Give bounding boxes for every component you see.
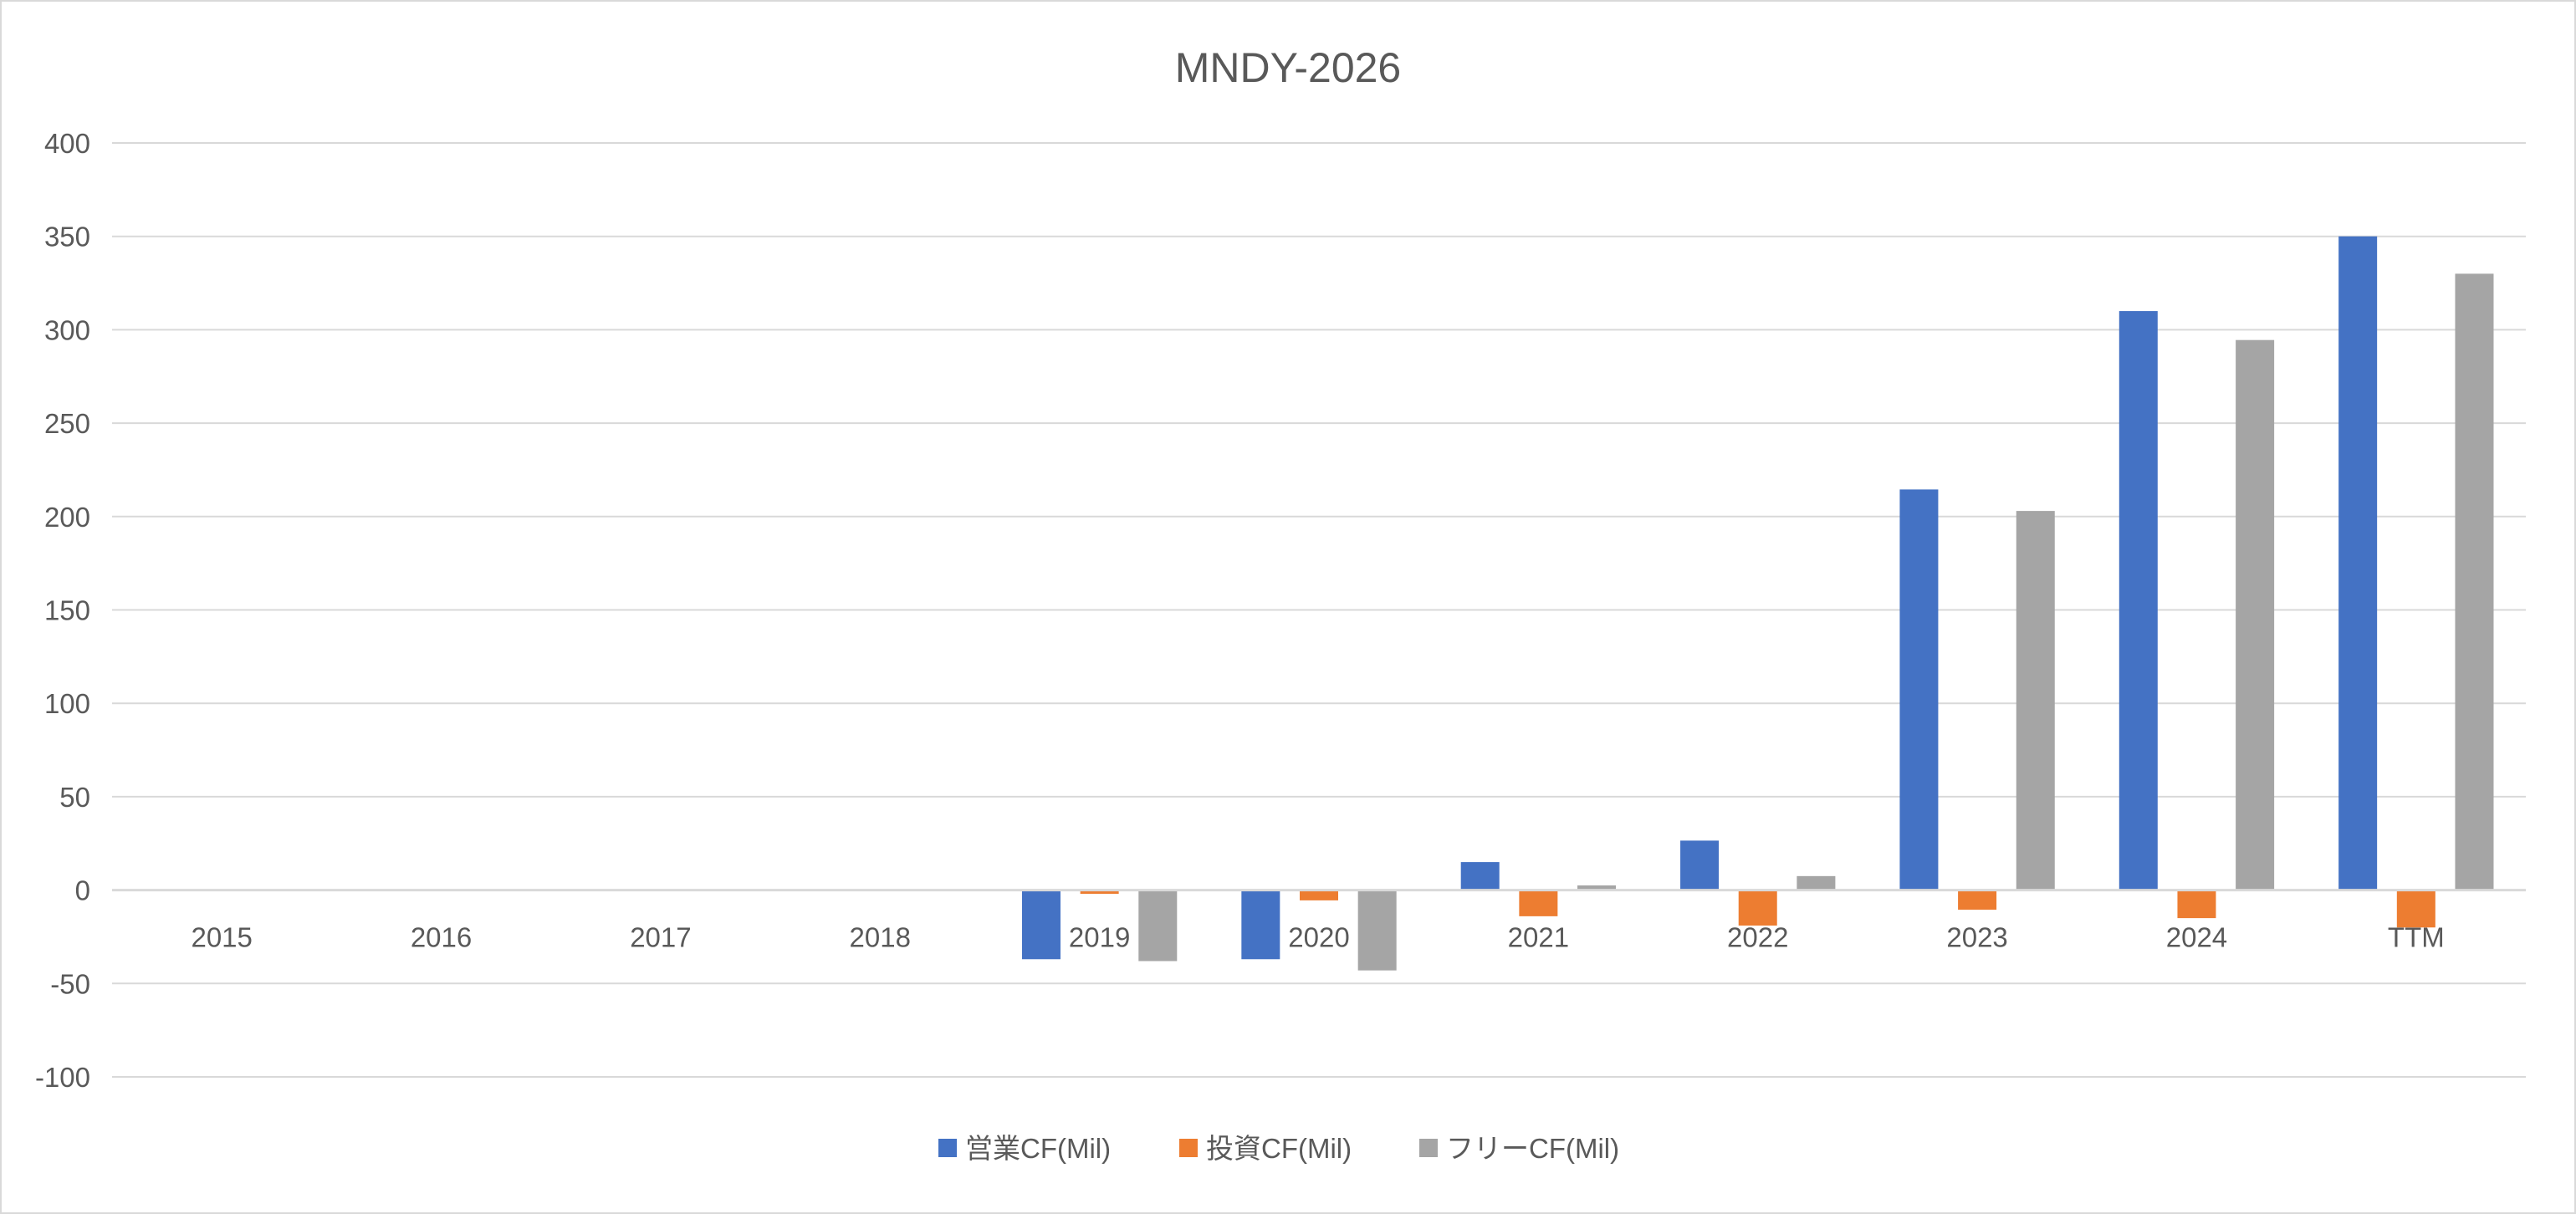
x-tick-label: 2017: [630, 922, 691, 953]
x-tick-label: TTM: [2388, 922, 2445, 953]
bar-1-TTM: [2396, 890, 2435, 928]
bar-2-2021: [1577, 885, 1617, 890]
bar-0-2023: [1899, 489, 1939, 890]
y-tick-label: 150: [44, 595, 90, 626]
bar-0-2021: [1460, 862, 1500, 890]
legend-swatch-0: [938, 1139, 957, 1157]
x-tick-label: 2020: [1288, 922, 1349, 953]
y-tick-label: 350: [44, 222, 90, 252]
bar-0-2020: [1241, 890, 1280, 960]
bar-1-2020: [1300, 890, 1338, 900]
bar-1-2024: [2177, 890, 2216, 919]
bar-2-2023: [2016, 511, 2055, 890]
y-tick-label: 300: [44, 314, 90, 345]
bar-1-2019: [1080, 890, 1119, 895]
bar-0-TTM: [2338, 236, 2378, 890]
x-tick-label: 2022: [1727, 922, 1788, 953]
chart-title: MNDY-2026: [1175, 44, 1402, 91]
x-tick-label: 2018: [850, 922, 911, 953]
y-tick-label: 250: [44, 408, 90, 439]
bar-2-2019: [1138, 890, 1178, 962]
legend-swatch-1: [1179, 1139, 1198, 1157]
legend: 営業CF(Mil) 投資CF(Mil) フリーCF(Mil): [938, 1133, 1619, 1164]
y-tick-label: -50: [50, 968, 90, 999]
y-tick-label: -100: [35, 1062, 90, 1093]
legend-label-1: 投資CF(Mil): [1206, 1133, 1352, 1164]
bar-2-TTM: [2455, 273, 2494, 890]
bar-0-2022: [1680, 840, 1720, 890]
legend-swatch-2: [1419, 1139, 1438, 1157]
x-tick-label: 2023: [1946, 922, 2007, 953]
y-tick-label: 200: [44, 502, 90, 533]
legend-label-2: フリーCF(Mil): [1446, 1133, 1619, 1164]
bar-2-2024: [2236, 339, 2275, 890]
bar-0-2019: [1021, 890, 1061, 960]
x-tick-label: 2019: [1069, 922, 1130, 953]
y-tick-label: 0: [75, 875, 90, 906]
y-axis-ticks: -100 -50 0 50 100 150 200 250 300 350 400: [35, 128, 90, 1093]
bar-2-2020: [1357, 890, 1397, 971]
x-tick-label: 2015: [191, 922, 252, 953]
y-tick-label: 400: [44, 128, 90, 159]
bar-1-2023: [1958, 890, 1997, 910]
bar-1-2021: [1519, 890, 1558, 916]
bars: [1021, 236, 2494, 971]
y-tick-label: 50: [59, 782, 90, 813]
x-tick-label: 2021: [1508, 922, 1569, 953]
x-axis-ticks: 2015 2016 2017 2018 2019 2020 2021 2022 2023 2024…: [191, 922, 2444, 953]
bar-2-2022: [1797, 875, 1836, 890]
y-tick-label: 100: [44, 688, 90, 719]
x-tick-label: 2024: [2166, 922, 2227, 953]
x-tick-label: 2016: [411, 922, 472, 953]
bar-0-2024: [2119, 311, 2158, 890]
bar-1-2022: [1738, 890, 1777, 926]
legend-label-0: 営業CF(Mil): [965, 1133, 1111, 1164]
